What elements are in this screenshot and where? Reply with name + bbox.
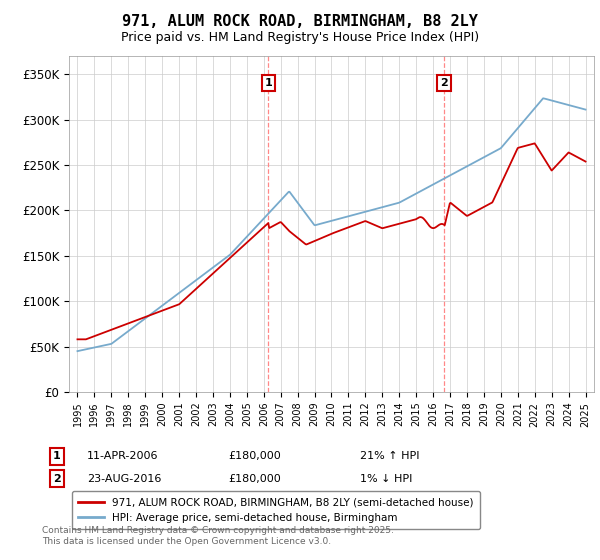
- Legend: 971, ALUM ROCK ROAD, BIRMINGHAM, B8 2LY (semi-detached house), HPI: Average pric: 971, ALUM ROCK ROAD, BIRMINGHAM, B8 2LY …: [71, 491, 480, 529]
- Text: 21% ↑ HPI: 21% ↑ HPI: [360, 451, 419, 461]
- Text: 1% ↓ HPI: 1% ↓ HPI: [360, 474, 412, 484]
- Text: 23-AUG-2016: 23-AUG-2016: [87, 474, 161, 484]
- Text: 2: 2: [440, 78, 448, 88]
- Text: 1: 1: [265, 78, 272, 88]
- Text: £180,000: £180,000: [228, 451, 281, 461]
- Text: Price paid vs. HM Land Registry's House Price Index (HPI): Price paid vs. HM Land Registry's House …: [121, 31, 479, 44]
- Text: 971, ALUM ROCK ROAD, BIRMINGHAM, B8 2LY: 971, ALUM ROCK ROAD, BIRMINGHAM, B8 2LY: [122, 14, 478, 29]
- Text: 2: 2: [53, 474, 61, 484]
- Text: 11-APR-2006: 11-APR-2006: [87, 451, 158, 461]
- Text: Contains HM Land Registry data © Crown copyright and database right 2025.
This d: Contains HM Land Registry data © Crown c…: [42, 526, 394, 546]
- Text: £180,000: £180,000: [228, 474, 281, 484]
- Text: 1: 1: [53, 451, 61, 461]
